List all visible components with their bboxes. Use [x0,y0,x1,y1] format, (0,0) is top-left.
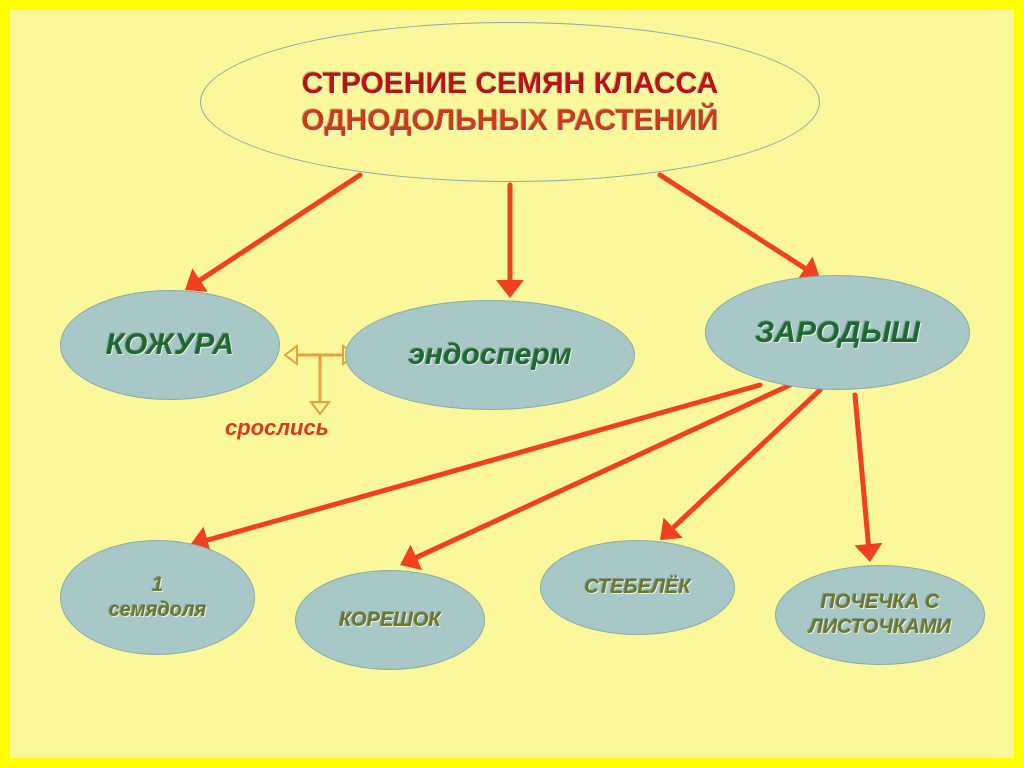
arrow-title-to-endosperm [496,185,524,298]
pochechka-line1: ПОЧЕЧКА С [821,590,940,615]
semyadolya-line1: 1 [152,573,163,598]
node-stebelek: СТЕБЕЛЁК [540,540,735,635]
koreshok-text: КОРЕШОК [339,608,441,633]
arrow-zar-to-stebelek [660,390,820,540]
arrow-zar-to-semyadolya [190,385,760,554]
node-semyadolya: 1 семядоля [60,540,255,655]
node-koreshok: КОРЕШОК [295,570,485,670]
arrow-title-to-kozhura [185,175,360,292]
sroslis-text: срослись [225,415,329,440]
zarodysh-text: ЗАРОДЫШ [755,314,920,352]
pochechka-line2: ЛИСТОЧКАМИ [809,615,951,640]
label-sroslis: срослись [225,415,329,441]
node-kozhura: КОЖУРА [60,290,280,400]
semyadolya-line2: семядоля [109,598,207,623]
title-line1: СТРОЕНИЕ СЕМЯН КЛАССА [302,65,719,103]
diagram-canvas: СТРОЕНИЕ СЕМЯН КЛАССА ОДНОДОЛЬНЫХ РАСТЕН… [0,0,1024,768]
node-endosperm: эндосперм [345,300,635,410]
node-title: СТРОЕНИЕ СЕМЯН КЛАССА ОДНОДОЛЬНЫХ РАСТЕН… [200,22,820,182]
arrow-zar-to-pochechka [854,395,882,562]
arrow-title-to-zarodysh [660,175,820,280]
node-zarodysh: ЗАРОДЫШ [705,275,970,390]
node-pochechka: ПОЧЕЧКА С ЛИСТОЧКАМИ [775,565,985,665]
stebelek-text: СТЕБЕЛЁК [584,575,690,600]
title-line2: ОДНОДОЛЬНЫХ РАСТЕНИЙ [301,102,718,140]
endosperm-text: эндосперм [408,336,571,374]
arrow-zar-to-koreshok [400,385,790,570]
kozhura-text: КОЖУРА [106,326,234,364]
